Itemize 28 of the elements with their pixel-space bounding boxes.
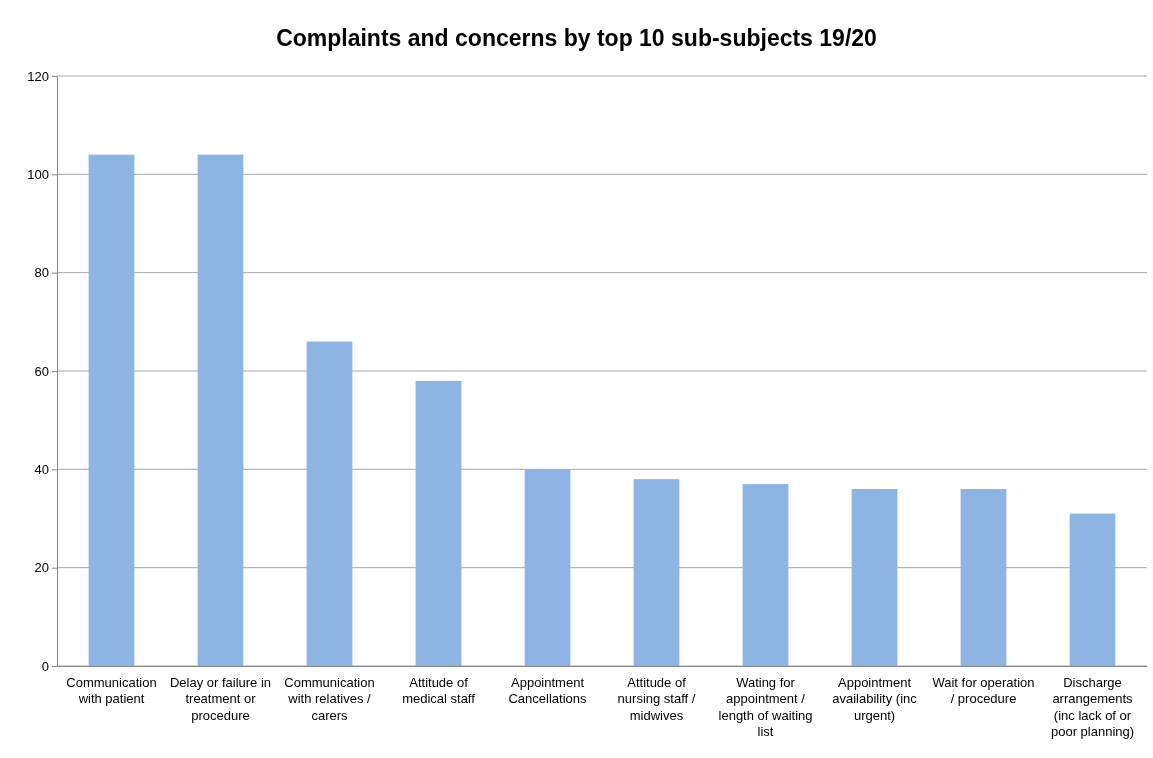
bar	[633, 479, 680, 666]
x-tick-label: Discharge arrangements (inc lack of or poor planning)	[1050, 675, 1135, 739]
bar	[88, 154, 135, 666]
y-tick-label: 60	[34, 363, 49, 379]
y-tick-label: 120	[27, 68, 49, 84]
chart-title: Complaints and concerns by top 10 sub-subjects 19/20	[276, 25, 877, 51]
bar	[415, 380, 462, 666]
bar	[197, 154, 244, 666]
x-tick-label: Attitude of medical staff	[402, 675, 476, 707]
y-tick-label: 0	[41, 658, 49, 674]
bar	[524, 469, 571, 666]
x-tick-label: Wait for operation / procedure	[932, 675, 1035, 707]
x-tick-label: Appointment Cancellations	[508, 675, 588, 707]
x-tick-label: Wating for appointment / length of waiting list	[718, 675, 813, 739]
y-tick-label: 40	[34, 461, 49, 477]
bar	[1069, 513, 1116, 666]
bar	[306, 341, 353, 666]
y-tick-label: 80	[34, 265, 49, 281]
x-tick-label: Appointment availability (inc urgent)	[832, 675, 918, 723]
bar	[960, 489, 1007, 666]
y-tick-label: 20	[34, 560, 49, 576]
x-tick-label: Attitude of nursing staff / midwives	[617, 675, 696, 723]
bar	[851, 489, 898, 666]
x-tick-label: Communication with relatives / carers	[284, 675, 375, 723]
x-tick-label: Delay or failure in treatment or procedure	[169, 675, 272, 723]
x-tick-label: Communication with patient	[66, 675, 157, 707]
bar	[742, 484, 789, 666]
y-tick-label: 100	[27, 166, 49, 182]
